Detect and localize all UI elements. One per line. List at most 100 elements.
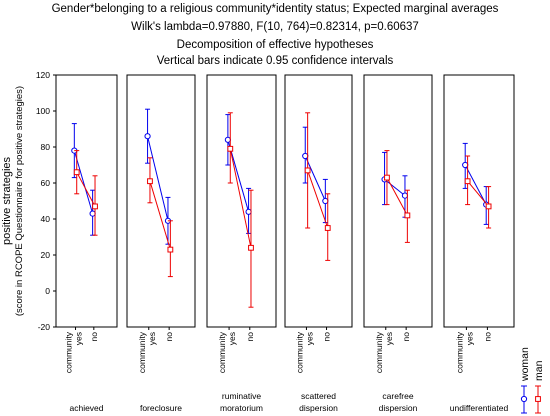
x-category-label: community bbox=[137, 331, 147, 373]
series-line bbox=[229, 148, 252, 248]
x-category-label: yes bbox=[227, 332, 237, 345]
x-category-label: yes bbox=[464, 332, 474, 345]
y-tick-label: 20 bbox=[41, 250, 51, 260]
data-point bbox=[224, 136, 231, 143]
chart-title-line: Decomposition of effective hypotheses bbox=[177, 39, 374, 51]
series-line bbox=[384, 179, 406, 196]
panel-frame bbox=[55, 74, 118, 328]
data-point bbox=[245, 208, 252, 215]
chart-title-line: Gender*belonging to a religious communit… bbox=[52, 3, 499, 15]
x-category-label: community bbox=[64, 331, 74, 373]
panel: community yes no foreclosure bbox=[126, 74, 196, 413]
data-point bbox=[147, 178, 153, 185]
series-man bbox=[227, 112, 254, 308]
y-axis: -20 0 20 40 60 80 100 120 bbox=[36, 70, 56, 332]
series-line bbox=[147, 136, 169, 221]
data-point bbox=[404, 212, 411, 219]
series-woman bbox=[71, 123, 96, 236]
legend-item-woman: woman bbox=[519, 347, 531, 414]
series-line bbox=[386, 177, 408, 216]
y-tick-label: 100 bbox=[36, 106, 50, 116]
legend-label: woman bbox=[519, 347, 531, 382]
panel: community yes no scattered dispersion bbox=[284, 74, 353, 413]
x-category-label: yes bbox=[304, 332, 314, 345]
group-label: achieved bbox=[69, 403, 103, 413]
x-category-label: community bbox=[454, 331, 464, 373]
series-line bbox=[73, 150, 94, 214]
legend: woman man bbox=[519, 347, 545, 414]
legend-marker bbox=[535, 396, 541, 402]
y-tick-label: -20 bbox=[38, 322, 51, 332]
data-point bbox=[401, 192, 409, 199]
x-category-label: yes bbox=[147, 332, 157, 345]
data-point bbox=[485, 203, 492, 210]
x-category-label: no bbox=[482, 332, 492, 342]
y-axis-label-line: positive strategies bbox=[1, 156, 13, 245]
x-category-label: no bbox=[322, 332, 332, 342]
data-point bbox=[167, 246, 174, 253]
y-tick-label: 80 bbox=[41, 142, 51, 152]
data-point bbox=[144, 133, 151, 140]
data-point bbox=[73, 169, 80, 176]
group-label: foreclosure bbox=[140, 403, 182, 413]
data-point bbox=[92, 203, 98, 210]
series-woman bbox=[381, 151, 409, 218]
x-category-label: community bbox=[217, 331, 227, 373]
x-category-label: no bbox=[89, 332, 99, 342]
chart-title-line: Wilk's lambda=0.97880, F(10, 764)=0.8231… bbox=[131, 21, 419, 33]
panel: community yes no achieved bbox=[55, 74, 118, 413]
data-point bbox=[304, 167, 311, 174]
data-point bbox=[322, 197, 329, 205]
x-category-label: no bbox=[164, 332, 174, 342]
panel-frame bbox=[284, 74, 353, 328]
group-label: carefree bbox=[382, 391, 413, 401]
group-label: moratorium bbox=[220, 403, 263, 413]
legend-label: man bbox=[533, 360, 545, 381]
series-man bbox=[73, 150, 98, 236]
group-label: dispersion bbox=[299, 403, 338, 413]
series-man bbox=[304, 112, 331, 261]
legend-item-man: man bbox=[533, 360, 545, 414]
group-label: dispersion bbox=[379, 403, 418, 413]
series-woman bbox=[302, 126, 329, 224]
group-label: scattered bbox=[301, 391, 336, 401]
panel-frame bbox=[206, 74, 277, 328]
y-axis-label-line: (score in RCOPE Questionnaire for positi… bbox=[14, 86, 25, 316]
panel: community yes no carefree dispersion bbox=[363, 74, 433, 413]
chart-titles: Gender*belonging to a religious communit… bbox=[52, 3, 499, 67]
x-category-label: community bbox=[294, 331, 304, 373]
y-axis-label: positive strategies (score in RCOPE Quest… bbox=[1, 86, 25, 316]
x-category-label: yes bbox=[384, 332, 394, 345]
series-line bbox=[464, 164, 487, 205]
data-point bbox=[248, 244, 254, 251]
series-man bbox=[464, 155, 492, 229]
data-point bbox=[89, 210, 96, 217]
panel-frame bbox=[363, 74, 433, 328]
series-man bbox=[384, 150, 411, 243]
data-point bbox=[324, 225, 331, 231]
panel-frame bbox=[443, 74, 515, 328]
series-line bbox=[304, 155, 326, 202]
series-woman bbox=[224, 114, 252, 234]
data-point bbox=[384, 174, 390, 181]
series-line bbox=[149, 181, 171, 250]
panel: community yes no undifferentiated bbox=[443, 74, 515, 413]
series-man bbox=[147, 157, 174, 278]
x-category-label: no bbox=[401, 332, 411, 342]
series-woman bbox=[144, 108, 172, 245]
chart-title-line: Vertical bars indicate 0.95 confidence i… bbox=[157, 55, 394, 67]
panel-frame bbox=[126, 74, 196, 328]
y-tick-label: 60 bbox=[41, 178, 51, 188]
x-category-label: yes bbox=[74, 332, 84, 345]
x-category-label: no bbox=[245, 332, 255, 342]
panel: community yes no ruminative moratorium bbox=[206, 74, 277, 413]
series-line bbox=[76, 171, 96, 207]
x-category-label: community bbox=[374, 331, 384, 373]
data-point bbox=[464, 178, 471, 185]
data-point bbox=[462, 161, 469, 169]
data-point bbox=[227, 145, 234, 152]
legend-marker bbox=[520, 395, 528, 403]
data-point bbox=[302, 152, 309, 160]
